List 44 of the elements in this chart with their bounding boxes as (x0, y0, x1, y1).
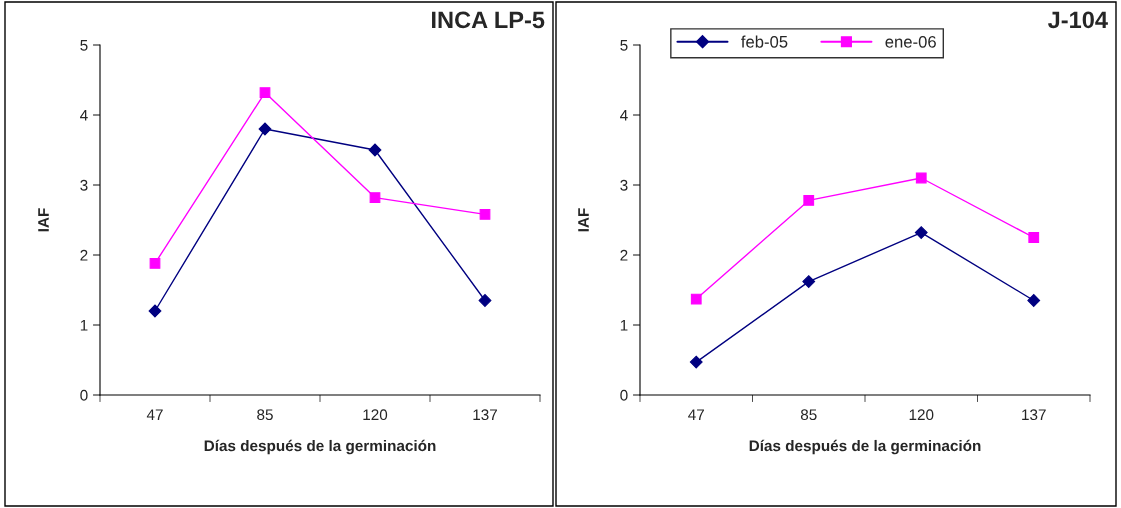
y-tick-label: 5 (80, 40, 88, 51)
y-tick-label: 5 (620, 40, 628, 51)
y-tick-label: 3 (80, 179, 88, 191)
y-tick-label: 1 (620, 320, 628, 331)
point (149, 258, 161, 269)
point (802, 275, 816, 289)
point (803, 195, 815, 206)
y-tick-label: 3 (620, 179, 628, 191)
y-tick-label: 4 (80, 110, 88, 121)
x-tick-label: 85 (257, 409, 273, 421)
y-axis-title: IAF (38, 208, 49, 232)
chart-title: INCA LP-5 (432, 11, 545, 29)
x-tick-label: 47 (688, 409, 704, 420)
y-tick-label: 4 (620, 110, 628, 121)
point (369, 192, 381, 203)
point (915, 172, 927, 184)
point (1028, 232, 1040, 243)
x-tick-label: 120 (363, 409, 388, 421)
x-tick-label: 47 (146, 409, 163, 420)
y-tick-label: 0 (620, 389, 628, 401)
y-tick-label: 1 (80, 320, 88, 331)
legend-label: feb-05 (741, 35, 788, 48)
x-tick-label: 137 (473, 409, 497, 421)
point (479, 209, 491, 220)
point (914, 226, 928, 240)
point (368, 143, 382, 157)
x-axis-title: Días después de la germinación (749, 439, 981, 455)
point (148, 304, 162, 318)
point (1027, 294, 1041, 307)
point (258, 122, 272, 136)
y-tick-label: 2 (620, 249, 628, 261)
point (689, 355, 703, 369)
y-tick-label: 0 (80, 389, 88, 401)
legend-label: ene-06 (885, 35, 936, 48)
x-axis-title: Días después de la germinación (204, 439, 436, 455)
y-axis-title: IAF (578, 208, 589, 232)
point (259, 87, 271, 98)
x-tick-label: 137 (1022, 409, 1046, 421)
x-tick-label: 120 (909, 409, 934, 421)
chart-title: J-104 (1047, 11, 1108, 29)
point (690, 293, 702, 305)
y-tick-label: 2 (80, 249, 88, 261)
x-tick-label: 85 (800, 409, 817, 421)
point (478, 294, 492, 307)
